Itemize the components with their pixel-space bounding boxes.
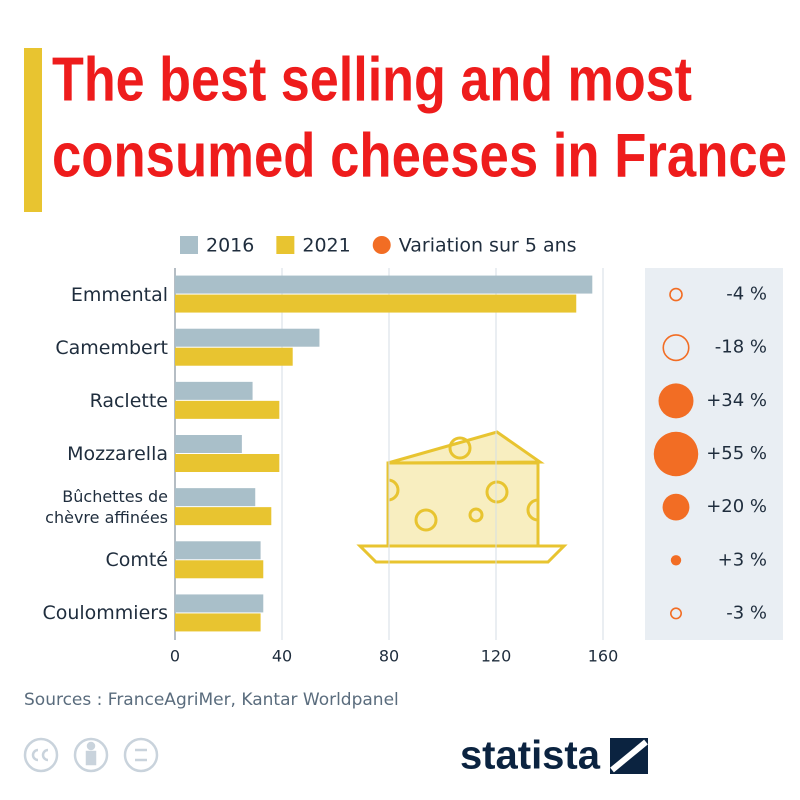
variation-bubble	[670, 555, 682, 566]
y-tick-label: Raclette	[89, 389, 168, 412]
variation-label: +3 %	[718, 549, 767, 570]
y-tick-label: Mozzarella	[67, 443, 168, 465]
legend-label: 2021	[302, 235, 350, 257]
bar	[175, 613, 261, 632]
variation-label: -4 %	[726, 284, 767, 305]
bar	[175, 294, 577, 313]
bar	[175, 454, 280, 472]
bar	[175, 594, 264, 613]
source: Sources : FranceAgriMer, Kantar Worldpan…	[24, 690, 399, 710]
bar	[175, 435, 242, 453]
bar	[175, 381, 253, 400]
variation-bubble	[653, 431, 699, 477]
bar	[175, 328, 320, 347]
legend-label: Variation sur 5 ans	[399, 235, 577, 257]
variation-label: +20 %	[706, 496, 767, 517]
variation-label: +34 %	[706, 390, 767, 411]
legend-swatch	[276, 236, 295, 254]
x-tick-label: 120	[481, 647, 512, 666]
variation-bubble	[658, 383, 694, 419]
y-tick-label: Bûchettes de chèvre affinées	[45, 487, 168, 528]
bar	[175, 400, 280, 419]
y-tick-label: Emmental	[70, 283, 168, 306]
bar	[175, 541, 261, 560]
variation-bubble	[669, 287, 683, 302]
variation-label: -18 %	[715, 337, 767, 358]
license-icons	[23, 737, 159, 773]
x-tick-label: 160	[588, 647, 619, 666]
bar	[175, 560, 264, 579]
x-tick-label: 0	[170, 647, 180, 666]
brand: statista	[460, 734, 601, 778]
variation-bubble	[662, 334, 690, 362]
variation-bubble	[670, 607, 682, 620]
x-tick-label: 40	[272, 647, 292, 666]
variation-bubble	[662, 493, 690, 521]
y-tick-label: Camembert	[55, 336, 168, 359]
legend-label: 2016	[206, 235, 254, 257]
legend-swatch	[180, 236, 198, 254]
bar	[175, 347, 293, 366]
chart-title: consumed cheeses in France	[52, 121, 787, 190]
title-accent	[24, 48, 42, 212]
variation-label: +55 %	[706, 443, 767, 464]
cheese-illustration	[356, 430, 568, 564]
x-tick-label: 80	[379, 647, 399, 666]
y-tick-label: Coulommiers	[42, 602, 168, 625]
brand-logo	[610, 738, 648, 774]
bar	[175, 488, 256, 507]
variation-label: -3 %	[726, 602, 767, 623]
legend-swatch	[372, 236, 391, 254]
y-tick-label: Comté	[105, 549, 168, 572]
chart-title: The best selling and most	[52, 45, 692, 114]
bar	[175, 275, 593, 294]
bar	[175, 507, 272, 526]
